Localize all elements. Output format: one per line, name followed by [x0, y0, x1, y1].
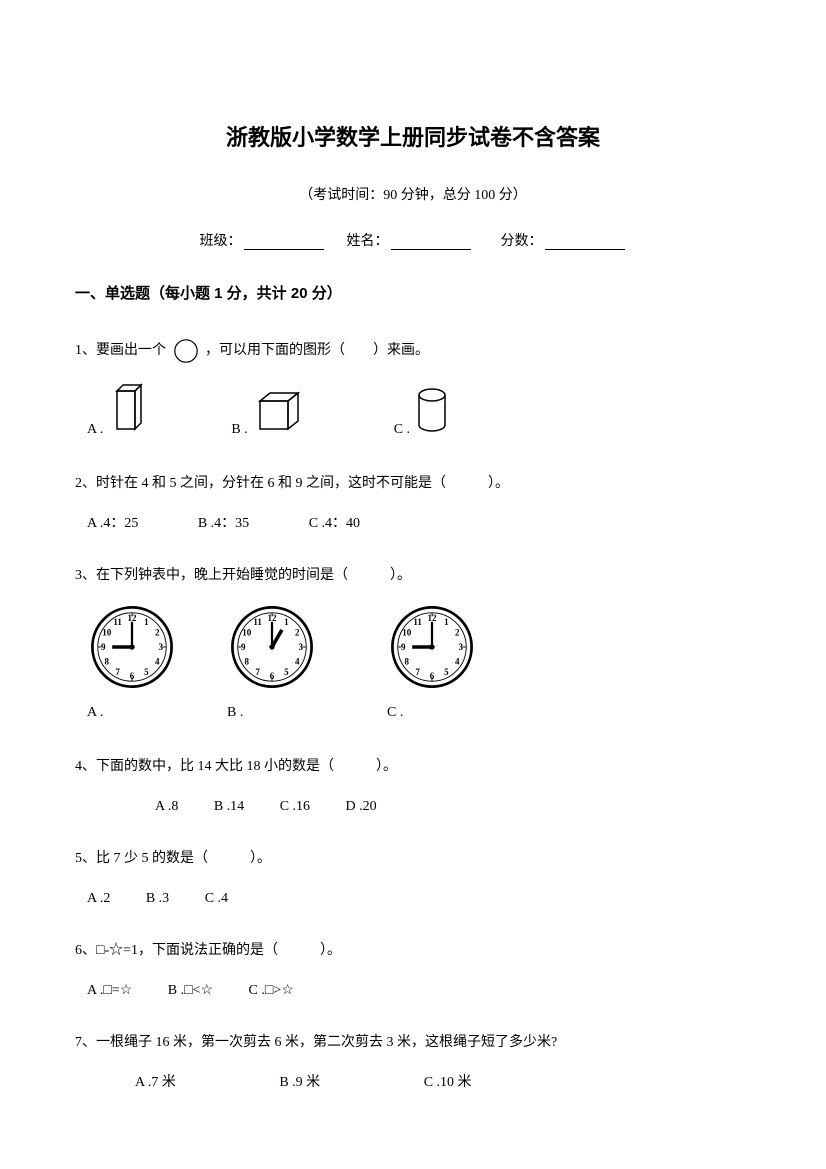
clock-c-icon: 1212 345 678 91011 [387, 602, 477, 703]
q3-text: 3、在下列钟表中，晚上开始睡觉的时间是（ ）。 [75, 562, 751, 590]
svg-text:8: 8 [105, 656, 110, 666]
question-5: 5、比 7 少 5 的数是（ ）。 A .2 B .3 C .4 [75, 845, 751, 913]
svg-text:11: 11 [113, 617, 122, 627]
svg-text:1: 1 [144, 617, 149, 627]
q2-text: 2、时针在 4 和 5 之间，分针在 6 和 9 之间，这时不可能是（ ）。 [75, 470, 751, 498]
cube-icon [252, 387, 304, 446]
student-info-line: 班级： 姓名： 分数： [75, 230, 751, 250]
q3-opt-c-label: C . [387, 699, 403, 729]
exam-info: （考试时间：90 分钟，总分 100 分） [75, 184, 751, 204]
q4-text: 4、下面的数中，比 14 大比 18 小的数是（ ）。 [75, 753, 751, 781]
q1-opt-b-label: B . [231, 416, 247, 446]
svg-text:5: 5 [144, 667, 149, 677]
svg-text:1: 1 [284, 617, 289, 627]
cylinder-icon [414, 385, 450, 446]
svg-text:7: 7 [415, 667, 420, 677]
q1-opt-a-label: A . [87, 416, 103, 446]
class-label: 班级： [200, 234, 242, 249]
q6-opt-a: A .□=☆ [87, 977, 132, 1005]
q4-opt-b: B .14 [214, 793, 244, 821]
svg-text:9: 9 [401, 642, 406, 652]
svg-text:7: 7 [255, 667, 260, 677]
q5-opt-a: A .2 [87, 885, 110, 913]
svg-text:2: 2 [295, 628, 300, 638]
svg-text:1: 1 [444, 617, 449, 627]
class-blank [244, 234, 324, 250]
svg-text:10: 10 [402, 628, 412, 638]
svg-text:10: 10 [242, 628, 252, 638]
q4-opt-d: D .20 [346, 793, 377, 821]
section-1-header: 一、单选题（每小题 1 分，共计 20 分） [75, 282, 751, 303]
svg-text:7: 7 [115, 667, 120, 677]
score-blank [545, 234, 625, 250]
q5-text: 5、比 7 少 5 的数是（ ）。 [75, 845, 751, 873]
q2-opt-a: A .4：25 [87, 510, 138, 538]
question-7: 7、一根绳子 16 米，第一次剪去 6 米，第二次剪去 3 米，这根绳子短了多少… [75, 1029, 751, 1097]
svg-text:11: 11 [253, 617, 262, 627]
q3-opt-b-label: B . [227, 699, 243, 729]
q2-opt-c: C .4：40 [309, 510, 360, 538]
q1-prefix: 1、要画出一个 [75, 343, 166, 358]
svg-text:4: 4 [295, 656, 300, 666]
page-title: 浙教版小学数学上册同步试卷不含答案 [75, 120, 751, 152]
clock-b-icon: 1212 345 678 91011 [227, 602, 317, 703]
question-2: 2、时针在 4 和 5 之间，分针在 6 和 9 之间，这时不可能是（ ）。 A… [75, 470, 751, 538]
svg-text:5: 5 [444, 667, 449, 677]
q4-opt-a: A .8 [155, 793, 178, 821]
q2-opt-b: B .4：35 [198, 510, 249, 538]
question-4: 4、下面的数中，比 14 大比 18 小的数是（ ）。 A .8 B .14 C… [75, 753, 751, 821]
svg-text:8: 8 [245, 656, 250, 666]
q5-opt-c: C .4 [205, 885, 228, 913]
circle-icon [170, 335, 202, 367]
question-3: 3、在下列钟表中，晚上开始睡觉的时间是（ ）。 1212 345 678 910… [75, 562, 751, 729]
svg-text:4: 4 [455, 656, 460, 666]
svg-text:2: 2 [455, 628, 460, 638]
rectangular-prism-icon [107, 379, 151, 446]
q7-opt-b: B .9 米 [279, 1069, 320, 1097]
question-6: 6、□-☆=1，下面说法正确的是（ ）。 A .□=☆ B .□<☆ C .□>… [75, 937, 751, 1005]
q4-opt-c: C .16 [280, 793, 310, 821]
svg-text:9: 9 [241, 642, 246, 652]
svg-text:11: 11 [413, 617, 422, 627]
question-1: 1、要画出一个 ，可以用下面的图形（ ）来画。 A . B . [75, 335, 751, 446]
name-blank [391, 234, 471, 250]
svg-text:9: 9 [101, 642, 106, 652]
clock-a-icon: 1212 345 678 91011 [87, 602, 177, 703]
q1-suffix: ，可以用下面的图形（ ）来画。 [205, 343, 429, 358]
q7-opt-a: A .7 米 [135, 1069, 176, 1097]
name-label: 姓名： [347, 234, 389, 249]
q7-opt-c: C .10 米 [424, 1069, 472, 1097]
q6-opt-b: B .□<☆ [168, 977, 213, 1005]
q6-opt-c: C .□>☆ [249, 977, 294, 1005]
q5-opt-b: B .3 [146, 885, 169, 913]
svg-text:8: 8 [405, 656, 410, 666]
svg-text:2: 2 [155, 628, 160, 638]
q1-opt-c-label: C . [394, 416, 410, 446]
q6-text: 6、□-☆=1，下面说法正确的是（ ）。 [75, 937, 751, 965]
svg-text:5: 5 [284, 667, 289, 677]
q7-text: 7、一根绳子 16 米，第一次剪去 6 米，第二次剪去 3 米，这根绳子短了多少… [75, 1029, 751, 1057]
q3-opt-a-label: A . [87, 699, 103, 729]
svg-text:4: 4 [155, 656, 160, 666]
score-label: 分数： [501, 234, 543, 249]
svg-text:10: 10 [102, 628, 112, 638]
